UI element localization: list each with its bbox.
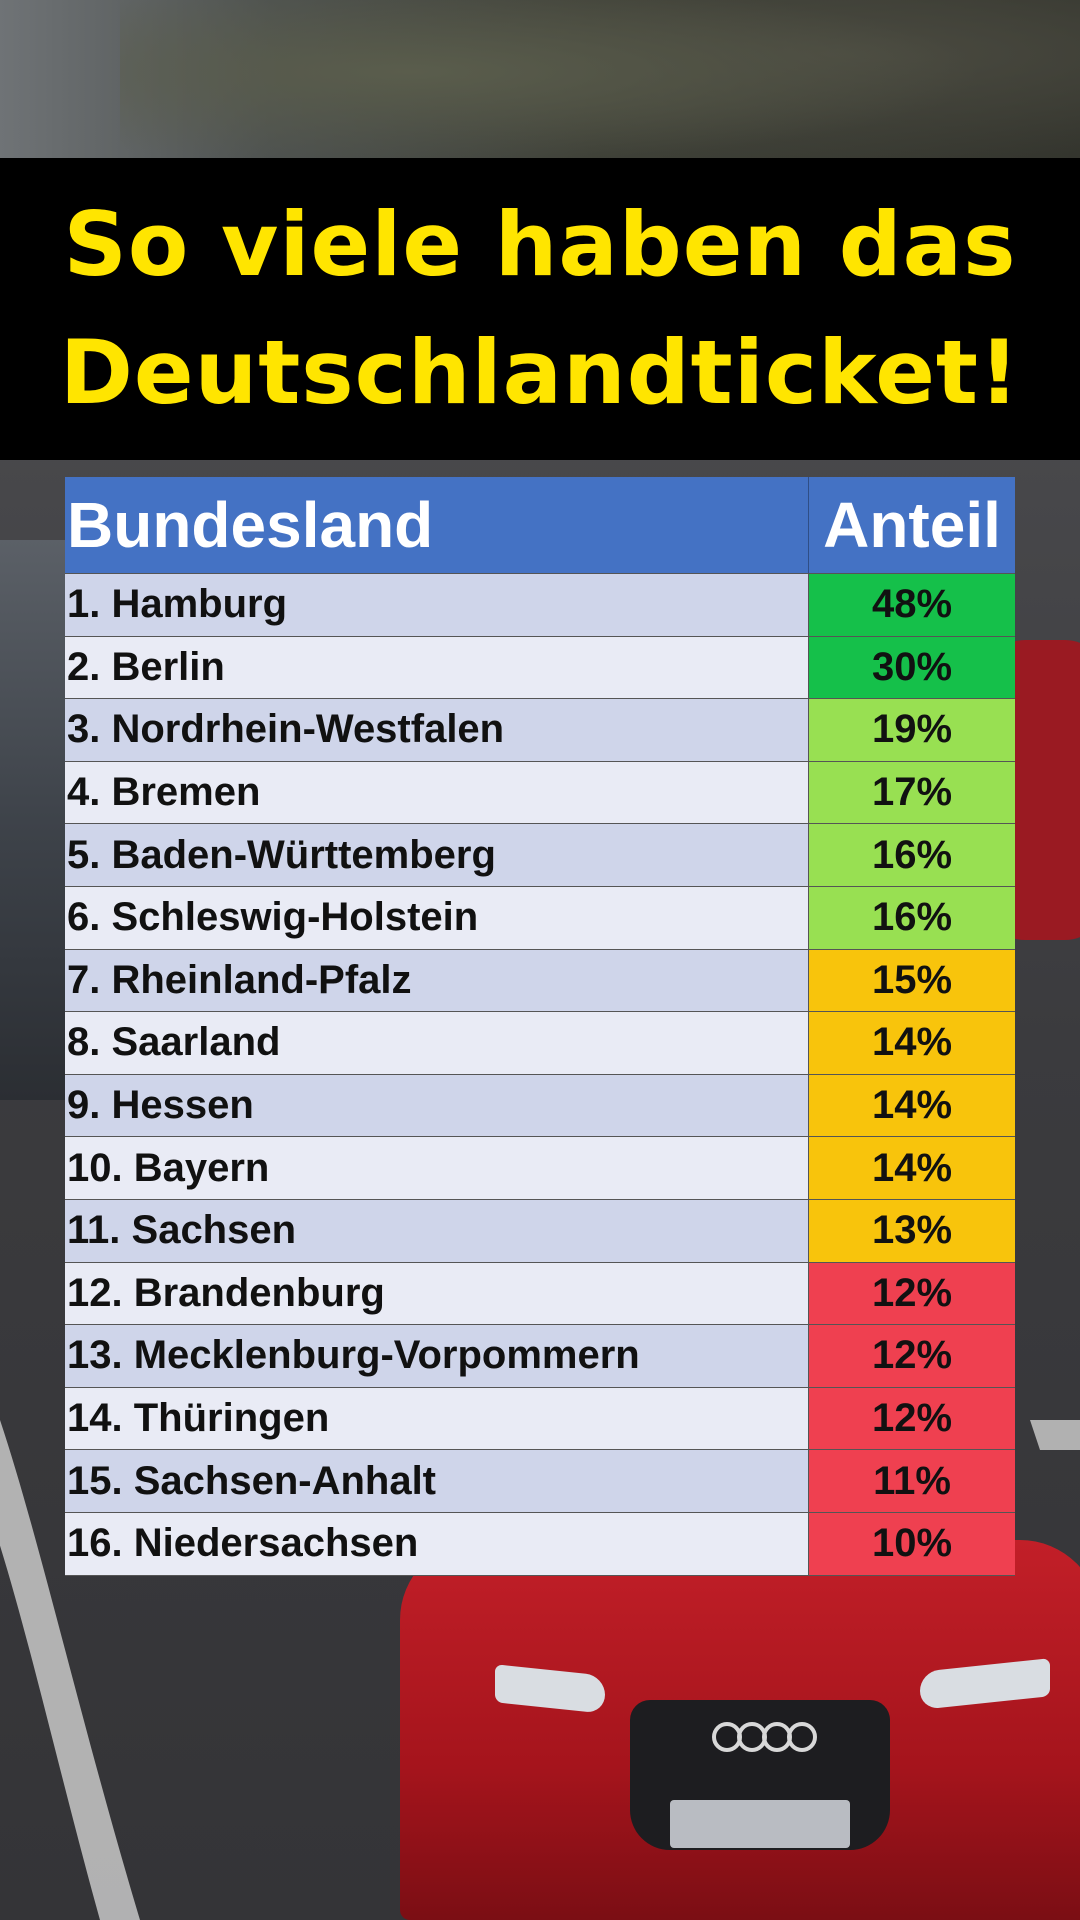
table-row: 1. Hamburg 48% [65,573,1015,636]
background-trees [120,0,1080,180]
state-label: 10. Bayern [65,1137,809,1199]
share-value: 14% [809,1137,1015,1199]
share-value: 12% [809,1325,1015,1387]
state-label: 2. Berlin [65,636,809,699]
table-row: 9. Hessen 14% [65,1073,1015,1137]
share-value: 15% [809,949,1015,1012]
table-row: 10. Bayern 14% [65,1136,1015,1199]
table-header: Bundesland Anteil [65,477,1015,573]
state-label: 5. Baden-Württemberg [65,824,809,886]
table-row: 6. Schleswig-Holstein 16% [65,885,1015,949]
table-row: 7. Rheinland-Pfalz 15% [65,948,1015,1012]
table-row: 15. Sachsen-Anhalt 11% [65,1449,1015,1512]
state-label: 15. Sachsen-Anhalt [65,1450,809,1512]
title-banner: So viele haben das Deutschlandticket! [0,158,1080,460]
state-label: 12. Brandenburg [65,1262,809,1325]
red-car [400,1540,1080,1920]
share-value: 10% [809,1512,1015,1575]
table-row: 16. Niedersachsen 10% [65,1511,1015,1575]
share-value: 11% [809,1450,1015,1512]
state-label: 6. Schleswig-Holstein [65,886,809,949]
state-label: 13. Mecklenburg-Vorpommern [65,1325,809,1387]
license-plate [670,1800,850,1848]
table-row: 12. Brandenburg 12% [65,1261,1015,1325]
state-label: 4. Bremen [65,761,809,824]
table-row: 5. Baden-Württemberg 16% [65,823,1015,886]
car-rings-logo [712,1722,817,1752]
state-label: 3. Nordrhein-Westfalen [65,699,809,761]
share-value: 19% [809,699,1015,761]
state-label: 11. Sachsen [65,1199,809,1262]
share-value: 14% [809,1012,1015,1074]
title-line-1: So viele haben das [63,193,1017,296]
table-row: 13. Mecklenburg-Vorpommern 12% [65,1324,1015,1387]
state-label: 7. Rheinland-Pfalz [65,949,809,1012]
ranking-table: Bundesland Anteil 1. Hamburg 48% 2. Berlin… [65,477,1015,1576]
state-label: 16. Niedersachsen [65,1512,809,1575]
lane-marking [0,1420,1080,1920]
state-label: 14. Thüringen [65,1387,809,1450]
state-label: 1. Hamburg [65,574,809,636]
share-value: 16% [809,824,1015,886]
table-row: 11. Sachsen 13% [65,1198,1015,1262]
share-value: 14% [809,1074,1015,1137]
share-value: 12% [809,1387,1015,1450]
table-row: 3. Nordrhein-Westfalen 19% [65,698,1015,761]
share-value: 48% [809,574,1015,636]
share-value: 12% [809,1262,1015,1325]
table-row: 4. Bremen 17% [65,760,1015,824]
table-row: 14. Thüringen 12% [65,1386,1015,1450]
header-bundesland: Bundesland [65,477,809,573]
share-value: 13% [809,1199,1015,1262]
table-body: 1. Hamburg 48% 2. Berlin 30% 3. Nordrhein-We… [65,573,1015,1576]
state-label: 8. Saarland [65,1012,809,1074]
share-value: 16% [809,886,1015,949]
header-anteil: Anteil [823,489,1001,561]
share-value: 17% [809,761,1015,824]
car-headlight-left [495,1664,605,1714]
table-row: 2. Berlin 30% [65,635,1015,699]
table-row: 8. Saarland 14% [65,1011,1015,1074]
title-line-2: Deutschlandticket! [59,321,1021,424]
car-headlight-right [920,1658,1050,1710]
share-value: 30% [809,636,1015,699]
state-label: 9. Hessen [65,1074,809,1137]
